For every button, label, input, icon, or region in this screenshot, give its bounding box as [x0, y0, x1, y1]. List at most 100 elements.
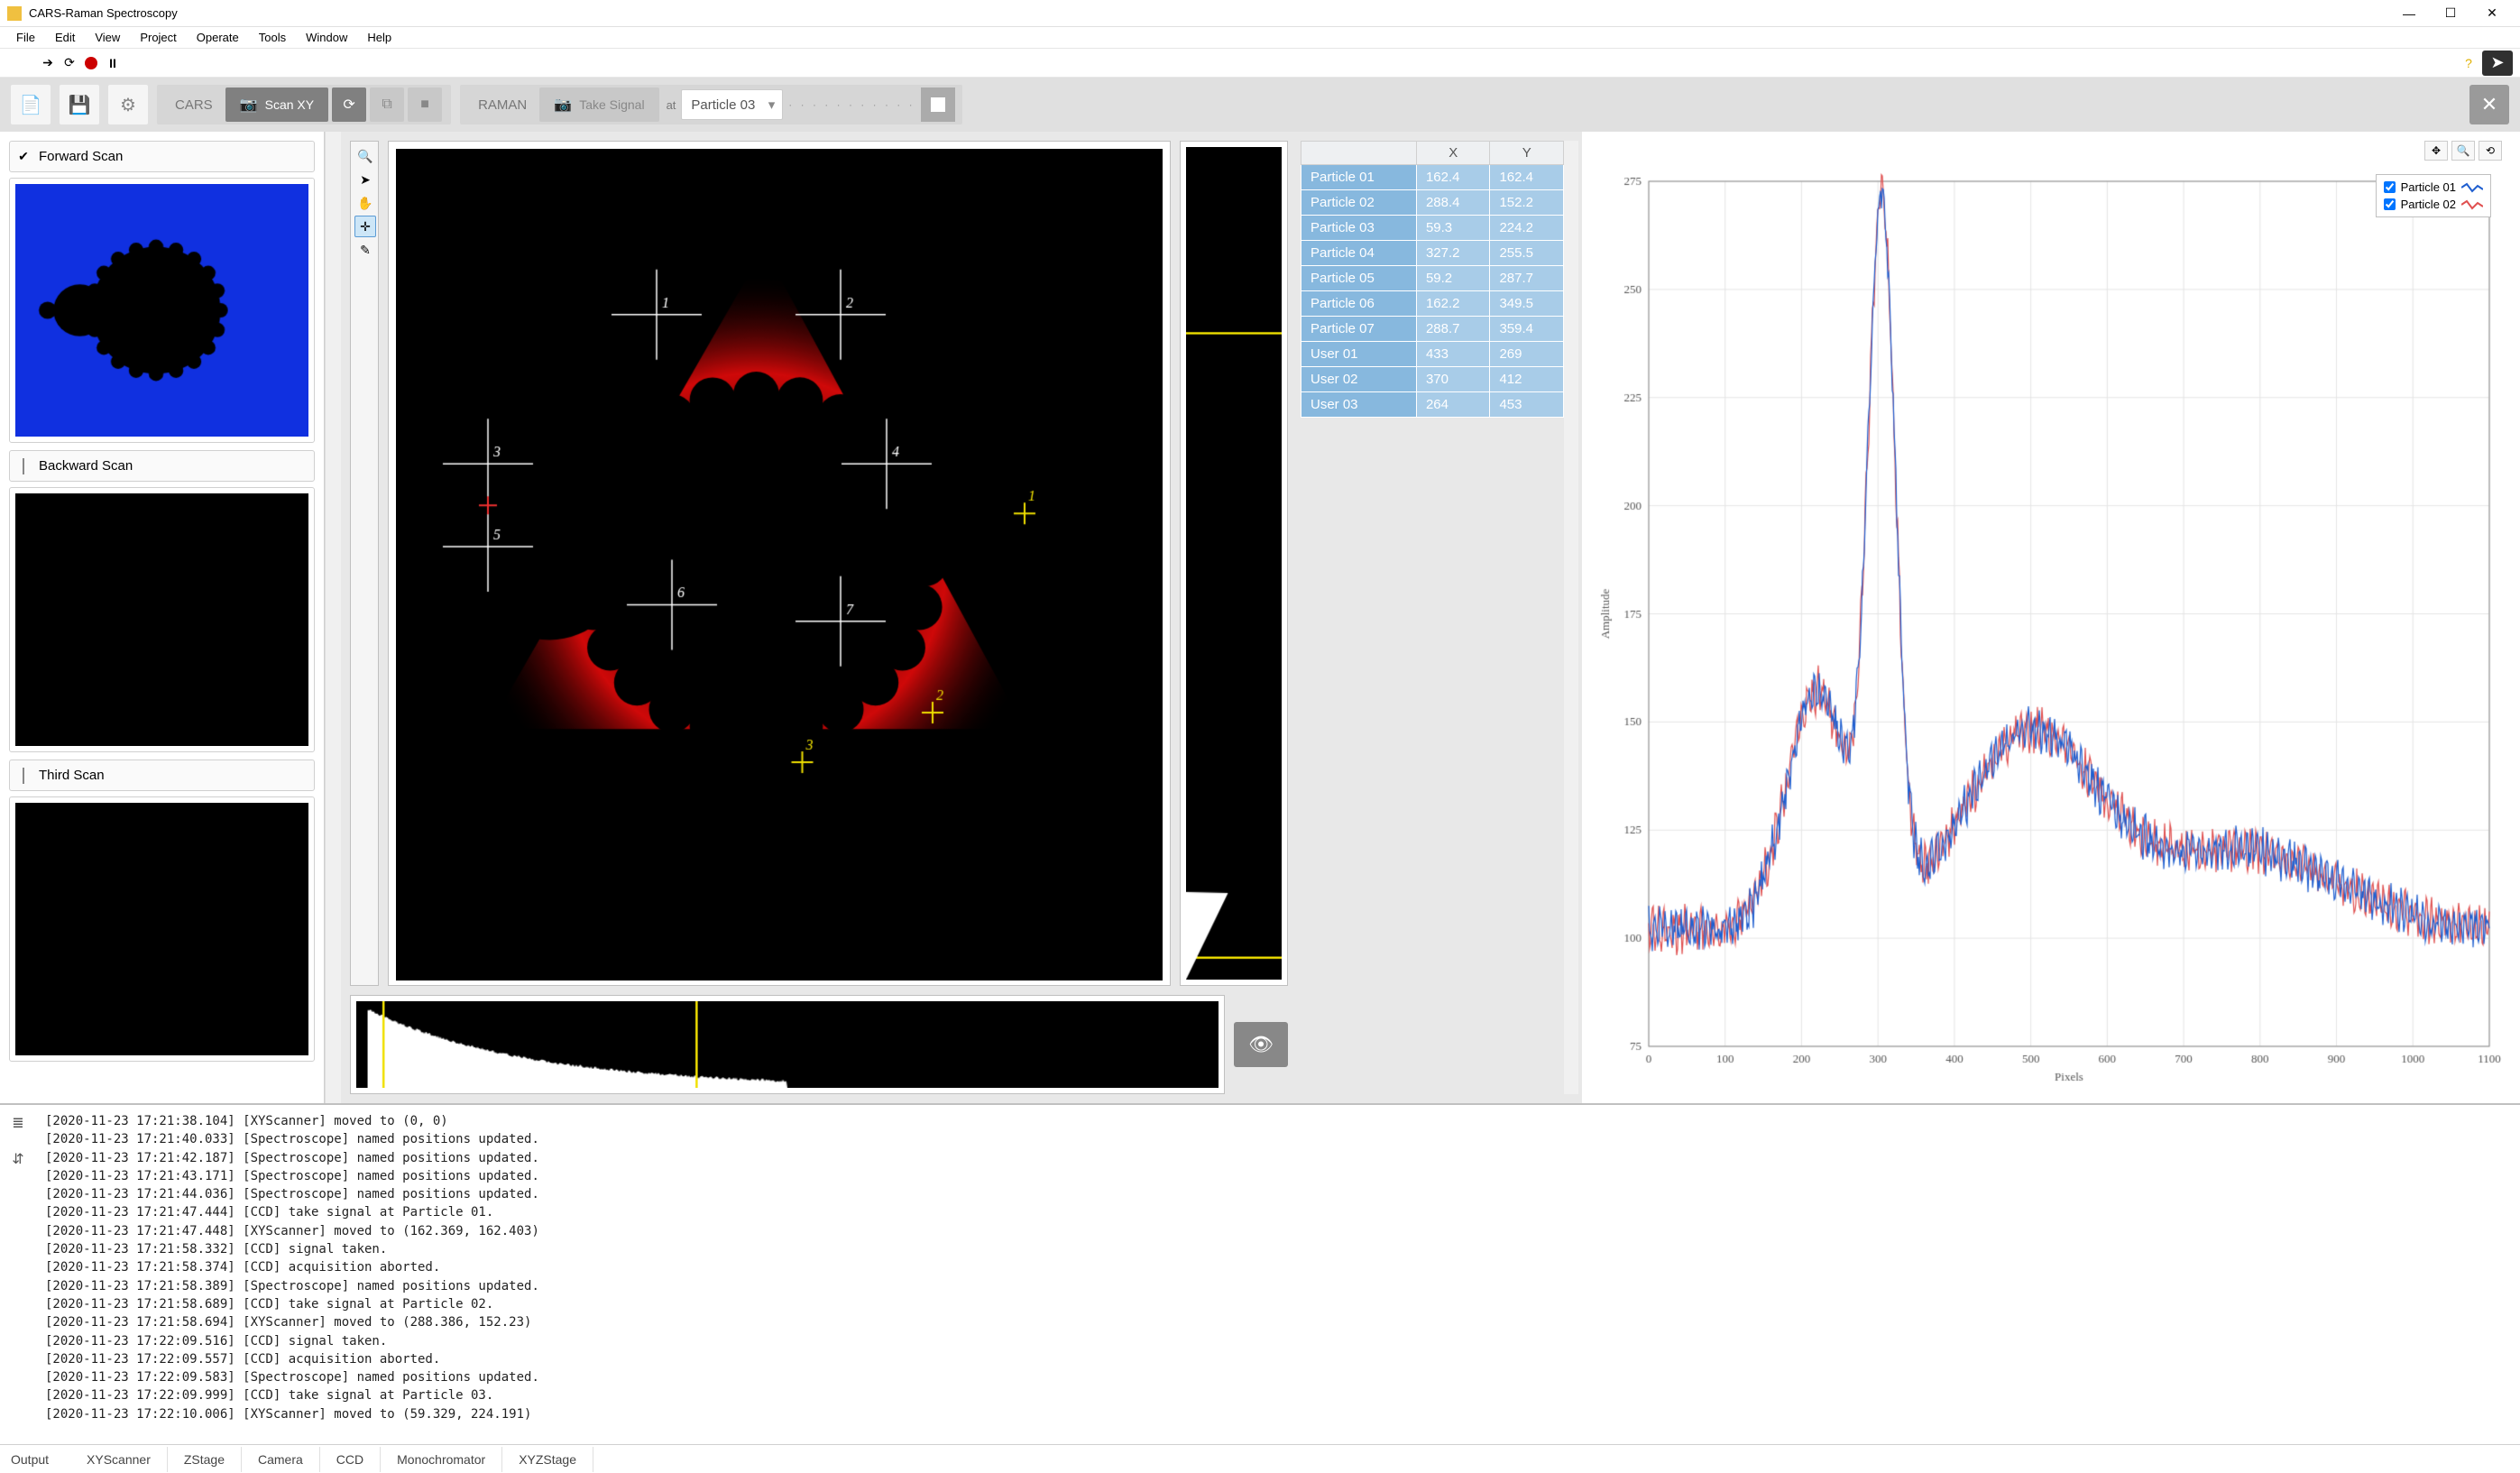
- abort-icon[interactable]: [83, 55, 99, 71]
- menu-edit[interactable]: Edit: [46, 28, 84, 47]
- console-log[interactable]: [2020-11-23 17:21:38.104] [XYScanner] mo…: [36, 1105, 2520, 1444]
- close-window-button[interactable]: ✕: [2471, 0, 2513, 27]
- left-scrollbar[interactable]: [325, 132, 341, 1103]
- table-header[interactable]: X: [1416, 142, 1490, 165]
- legend-swatch: [2461, 199, 2483, 210]
- scan-thumbnail[interactable]: [9, 796, 315, 1062]
- main-image-view[interactable]: [388, 141, 1171, 986]
- stop-raman-button[interactable]: [921, 87, 955, 122]
- log-filter-icon[interactable]: ⇵: [12, 1150, 23, 1168]
- take-signal-button[interactable]: 📷 Take Signal: [539, 87, 658, 122]
- eye-button[interactable]: 👁: [1234, 1022, 1288, 1067]
- help-bulb-icon[interactable]: ?: [2460, 55, 2477, 71]
- chart-legend: Particle 01Particle 02: [2376, 174, 2491, 217]
- save-button[interactable]: 💾: [60, 85, 99, 124]
- menu-window[interactable]: Window: [297, 28, 356, 47]
- scan-header[interactable]: ✔Forward Scan: [9, 141, 315, 172]
- menu-file[interactable]: File: [7, 28, 44, 47]
- minimize-button[interactable]: —: [2388, 0, 2430, 27]
- table-row[interactable]: Particle 07288.7359.4: [1301, 317, 1564, 342]
- log-line: [2020-11-23 17:21:47.444] [CCD] take sig…: [45, 1203, 2511, 1221]
- crosshair-tool[interactable]: ✛: [354, 216, 376, 237]
- scan-name: Backward Scan: [39, 458, 133, 474]
- legend-item[interactable]: Particle 02: [2384, 196, 2483, 213]
- scan-header[interactable]: Third Scan: [9, 760, 315, 791]
- scan-name: Third Scan: [39, 768, 105, 783]
- pencil-tool[interactable]: ✎: [354, 239, 376, 261]
- refresh-button[interactable]: ⟳: [332, 87, 366, 122]
- scan-header[interactable]: Backward Scan: [9, 450, 315, 482]
- close-panel-button[interactable]: ✕: [2469, 85, 2509, 124]
- legend-item[interactable]: Particle 01: [2384, 179, 2483, 196]
- console-tab-output[interactable]: Output: [7, 1447, 70, 1472]
- row-name: User 03: [1301, 392, 1417, 418]
- scan-thumbnail[interactable]: [9, 178, 315, 443]
- spectrum-chart[interactable]: Particle 01Particle 02: [1595, 163, 2507, 1094]
- runbar: ➔ ⟳ II ? ➤: [0, 49, 2520, 78]
- viewer-toolstrip: 🔍 ➤ ✋ ✛ ✎: [350, 141, 379, 986]
- log-line: [2020-11-23 17:21:38.104] [XYScanner] mo…: [45, 1112, 2511, 1130]
- menu-project[interactable]: Project: [131, 28, 185, 47]
- table-row[interactable]: Particle 02288.4152.2: [1301, 190, 1564, 216]
- stop-cars-button[interactable]: ■: [408, 87, 442, 122]
- table-row[interactable]: Particle 0359.3224.2: [1301, 216, 1564, 241]
- console-tab-camera[interactable]: Camera: [242, 1447, 320, 1472]
- menu-help[interactable]: Help: [358, 28, 400, 47]
- table-row[interactable]: Particle 01162.4162.4: [1301, 165, 1564, 190]
- spectrum-chart-panel: ✥ 🔍 ⟲ Particle 01Particle 02: [1582, 132, 2520, 1103]
- bottom-profile-view[interactable]: [350, 995, 1225, 1094]
- table-row[interactable]: User 03264453: [1301, 392, 1564, 418]
- row-value: 433: [1416, 342, 1490, 367]
- scan-card: Backward Scan: [9, 450, 315, 752]
- run-arrow-icon[interactable]: ➔: [40, 55, 56, 71]
- row-name: Particle 06: [1301, 291, 1417, 317]
- legend-checkbox[interactable]: [2384, 198, 2396, 210]
- scan-thumbnail[interactable]: [9, 487, 315, 752]
- console-tab-zstage[interactable]: ZStage: [168, 1447, 242, 1472]
- menu-tools[interactable]: Tools: [250, 28, 295, 47]
- new-file-button[interactable]: 📄: [11, 85, 51, 124]
- zoom-tool[interactable]: 🔍: [354, 145, 376, 167]
- particle-select[interactable]: Particle 03: [681, 89, 783, 120]
- log-line: [2020-11-23 17:21:58.374] [CCD] acquisit…: [45, 1258, 2511, 1276]
- maximize-button[interactable]: ☐: [2430, 0, 2471, 27]
- copy-button[interactable]: ⧉: [370, 87, 404, 122]
- chart-reset-tool[interactable]: ⟲: [2479, 141, 2502, 161]
- log-toggle-icon[interactable]: ≣: [12, 1114, 23, 1132]
- legend-checkbox[interactable]: [2384, 181, 2396, 193]
- row-name: Particle 03: [1301, 216, 1417, 241]
- scan-xy-button[interactable]: 📷 Scan XY: [225, 87, 328, 122]
- pause-icon[interactable]: II: [105, 55, 121, 71]
- table-row[interactable]: Particle 0559.2287.7: [1301, 266, 1564, 291]
- pointer-tool[interactable]: ➤: [354, 169, 376, 190]
- menu-operate[interactable]: Operate: [188, 28, 248, 47]
- table-row[interactable]: Particle 04327.2255.5: [1301, 241, 1564, 266]
- table-scrollbar[interactable]: [1564, 141, 1578, 1094]
- table-row[interactable]: Particle 06162.2349.5: [1301, 291, 1564, 317]
- table-row[interactable]: User 02370412: [1301, 367, 1564, 392]
- table-row[interactable]: User 01433269: [1301, 342, 1564, 367]
- hand-tool[interactable]: ✋: [354, 192, 376, 214]
- table-header[interactable]: Y: [1490, 142, 1564, 165]
- chart-pan-tool[interactable]: ✥: [2424, 141, 2448, 161]
- console-tab-ccd[interactable]: CCD: [320, 1447, 381, 1472]
- console-tab-xyscanner[interactable]: XYScanner: [70, 1447, 168, 1472]
- settings-button[interactable]: ⚙: [108, 85, 148, 124]
- console-tab-xyzstage[interactable]: XYZStage: [502, 1447, 593, 1472]
- particle-table[interactable]: XYParticle 01162.4162.4Particle 02288.41…: [1301, 141, 1564, 1094]
- row-value: 162.4: [1416, 165, 1490, 190]
- table-header[interactable]: [1301, 142, 1417, 165]
- raman-label: RAMAN: [467, 97, 538, 113]
- run-continuous-icon[interactable]: ⟳: [61, 55, 78, 71]
- row-name: Particle 04: [1301, 241, 1417, 266]
- row-name: Particle 02: [1301, 190, 1417, 216]
- log-line: [2020-11-23 17:21:58.332] [CCD] signal t…: [45, 1240, 2511, 1258]
- menu-view[interactable]: View: [86, 28, 129, 47]
- row-value: 255.5: [1490, 241, 1564, 266]
- chart-zoom-tool[interactable]: 🔍: [2451, 141, 2475, 161]
- rocket-icon[interactable]: ➤: [2482, 51, 2513, 76]
- row-value: 162.4: [1490, 165, 1564, 190]
- side-profile-view[interactable]: [1180, 141, 1288, 986]
- console-tab-monochromator[interactable]: Monochromator: [381, 1447, 502, 1472]
- titlebar: CARS-Raman Spectroscopy — ☐ ✕: [0, 0, 2520, 27]
